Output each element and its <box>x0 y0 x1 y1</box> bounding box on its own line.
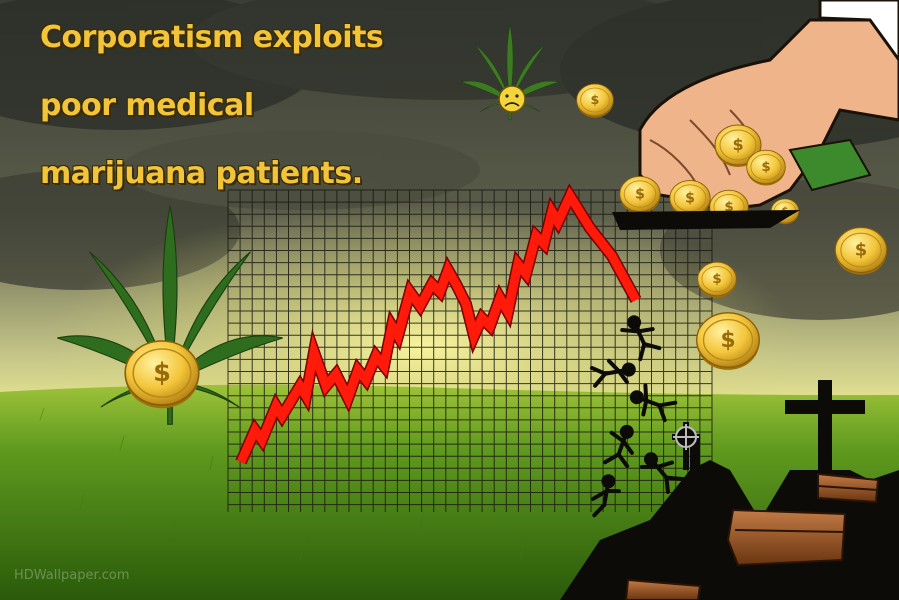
sad-face-icon <box>498 85 526 113</box>
coffin <box>624 578 702 600</box>
celtic-cross-icon <box>672 422 700 470</box>
falling-figures <box>589 315 686 518</box>
dollar-coin-icon <box>124 340 200 410</box>
caption-line-2: poor medical <box>40 88 254 123</box>
dollar-coin-icon <box>695 311 761 371</box>
chart-grid <box>227 189 713 512</box>
caption-line-3: marijuana patients. <box>40 156 363 191</box>
greedy-hand <box>612 0 899 230</box>
dollar-coin-icon <box>697 261 737 298</box>
coffin <box>726 508 847 567</box>
coffin <box>817 472 880 504</box>
caption-line-1: Corporatism exploits <box>40 20 384 55</box>
watermark: HDWallpaper.com <box>14 568 130 583</box>
dollar-coin-icon <box>834 226 888 276</box>
cross-icon <box>785 380 865 480</box>
dollar-coin-icon <box>576 83 614 119</box>
caption-text: Corporatism exploits poor medical mariju… <box>40 4 400 208</box>
